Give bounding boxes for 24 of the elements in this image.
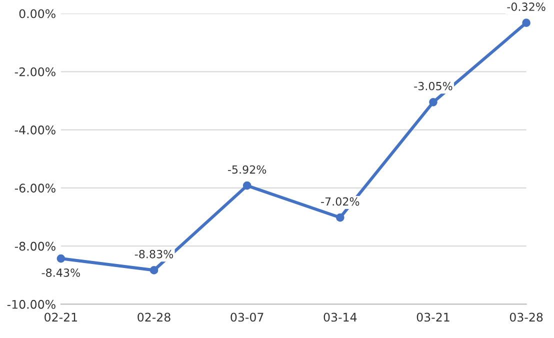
data-label: -5.92% — [228, 165, 266, 174]
x-tick-label: 03-14 — [324, 312, 357, 322]
data-label: -8.83% — [134, 250, 174, 258]
y-tick-label: -2.00% — [14, 67, 56, 76]
point — [429, 98, 438, 106]
data-label: -3.05% — [414, 82, 452, 90]
point — [242, 181, 252, 190]
data-label: -7.02% — [321, 197, 360, 206]
x-tick-label: 03-07 — [230, 312, 264, 322]
point — [150, 266, 158, 274]
y-tick-label: -6.00% — [14, 184, 56, 193]
point — [336, 213, 344, 222]
x-tick-label: 03-21 — [416, 312, 450, 322]
data-label: -0.32% — [507, 2, 546, 11]
y-tick-label: 0.00% — [19, 9, 56, 18]
y-tick-label: -10.00% — [7, 300, 56, 309]
y-tick-label: -8.00% — [14, 242, 56, 251]
point — [522, 18, 530, 27]
x-tick-label: 03-28 — [510, 312, 543, 322]
data-label: -8.43% — [42, 268, 80, 277]
y-tick-label: -4.00% — [14, 126, 56, 134]
x-tick-label: 02-28 — [138, 312, 170, 322]
point — [56, 254, 66, 263]
x-tick-label: 02-21 — [44, 312, 77, 322]
